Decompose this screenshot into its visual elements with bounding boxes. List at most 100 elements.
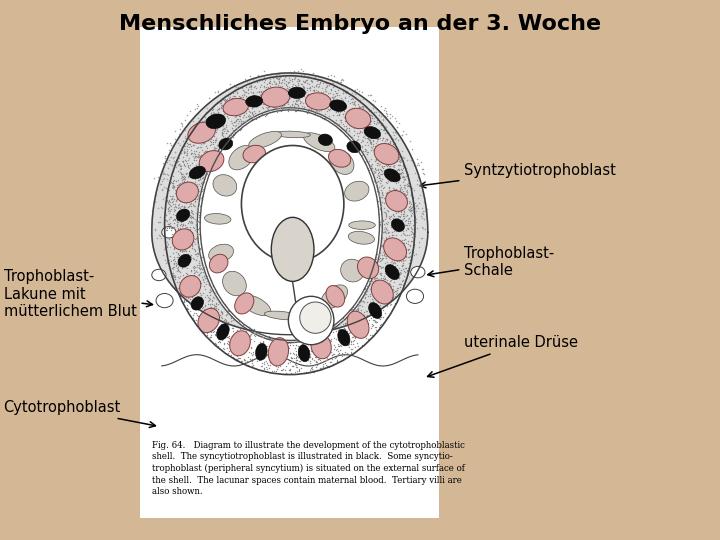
- Point: [348, 99, 359, 108]
- Point: [318, 102, 330, 110]
- Ellipse shape: [328, 150, 351, 167]
- Point: [192, 303, 203, 312]
- Point: [239, 274, 251, 283]
- Point: [224, 130, 235, 138]
- Point: [325, 357, 337, 366]
- Point: [311, 337, 323, 346]
- Point: [294, 87, 305, 96]
- Point: [415, 158, 427, 166]
- Point: [398, 206, 410, 215]
- Point: [238, 99, 249, 108]
- Point: [240, 109, 251, 118]
- Point: [212, 123, 223, 131]
- Point: [295, 71, 307, 79]
- Point: [191, 130, 202, 139]
- Point: [374, 301, 385, 309]
- Point: [398, 272, 410, 281]
- Point: [255, 139, 266, 147]
- Point: [395, 187, 406, 196]
- Point: [338, 297, 349, 306]
- Point: [366, 277, 378, 286]
- Point: [359, 326, 371, 335]
- Point: [325, 300, 336, 308]
- Point: [229, 102, 240, 111]
- Point: [366, 167, 377, 176]
- Point: [381, 127, 392, 136]
- Point: [239, 154, 251, 163]
- Point: [176, 185, 187, 194]
- Point: [326, 205, 338, 213]
- Point: [390, 185, 402, 193]
- Point: [218, 110, 230, 119]
- Point: [253, 347, 265, 355]
- Point: [183, 154, 194, 163]
- Point: [174, 247, 185, 255]
- Point: [307, 77, 318, 86]
- Point: [284, 254, 295, 263]
- Point: [179, 142, 190, 151]
- Point: [162, 220, 174, 228]
- Point: [366, 96, 378, 104]
- Point: [239, 272, 251, 280]
- Point: [337, 316, 348, 325]
- Point: [282, 155, 293, 164]
- Point: [180, 170, 192, 179]
- Ellipse shape: [293, 305, 327, 320]
- Point: [262, 305, 274, 314]
- Point: [370, 133, 382, 141]
- Point: [220, 325, 231, 334]
- Point: [281, 136, 292, 144]
- Point: [216, 94, 228, 103]
- Point: [203, 119, 215, 127]
- Point: [302, 90, 313, 98]
- Point: [216, 296, 228, 305]
- Point: [310, 339, 321, 348]
- Point: [196, 229, 207, 238]
- Point: [370, 255, 382, 264]
- Point: [381, 301, 392, 310]
- Point: [220, 239, 231, 248]
- Point: [245, 208, 256, 217]
- Point: [218, 188, 230, 197]
- Point: [374, 293, 386, 302]
- Point: [248, 127, 260, 136]
- Point: [383, 271, 395, 280]
- Point: [300, 123, 311, 131]
- Point: [253, 323, 264, 332]
- Point: [204, 204, 216, 213]
- Point: [300, 272, 312, 281]
- Point: [330, 220, 341, 229]
- Point: [174, 160, 185, 168]
- Point: [315, 357, 327, 366]
- Point: [225, 293, 237, 302]
- Point: [256, 333, 268, 342]
- Point: [217, 106, 229, 115]
- Point: [395, 245, 406, 253]
- Point: [330, 124, 341, 132]
- Point: [287, 183, 299, 191]
- Point: [369, 168, 380, 177]
- Point: [351, 183, 363, 191]
- Point: [218, 345, 230, 353]
- Point: [207, 265, 219, 273]
- Point: [189, 315, 200, 324]
- Point: [282, 78, 294, 86]
- Point: [217, 87, 229, 96]
- Point: [200, 142, 212, 151]
- Point: [213, 186, 225, 195]
- Point: [197, 117, 208, 126]
- Point: [211, 149, 222, 158]
- Point: [375, 313, 387, 322]
- Point: [338, 196, 350, 205]
- Point: [339, 114, 351, 123]
- Point: [239, 299, 251, 307]
- Point: [312, 213, 324, 221]
- Point: [310, 335, 321, 344]
- Point: [337, 339, 348, 347]
- Ellipse shape: [229, 146, 254, 170]
- Point: [380, 211, 392, 219]
- Point: [294, 219, 305, 228]
- Point: [313, 124, 325, 132]
- Point: [202, 272, 213, 281]
- Point: [277, 251, 289, 259]
